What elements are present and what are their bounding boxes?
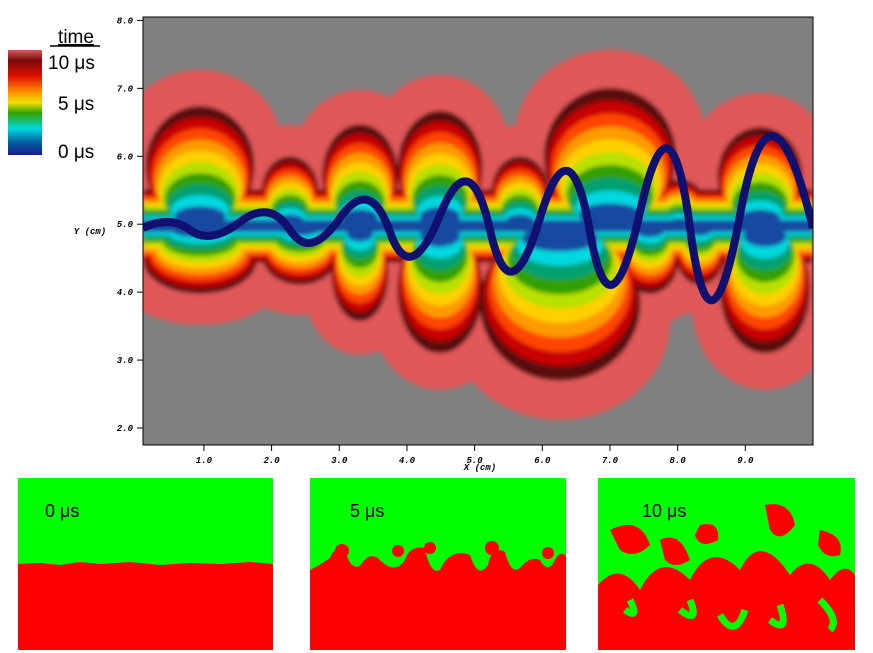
y-tick-label: 3.0 bbox=[117, 356, 134, 366]
blob bbox=[174, 206, 226, 226]
y-tick-label: 5.0 bbox=[117, 220, 134, 230]
colorbar-title: time bbox=[58, 27, 94, 48]
blob bbox=[506, 214, 534, 226]
x-tick-label: 7.0 bbox=[602, 456, 619, 466]
y-tick-label: 6.0 bbox=[117, 152, 134, 162]
y-axis-label: Y (cm) bbox=[74, 227, 106, 237]
x-tick-label: 9.0 bbox=[737, 456, 754, 466]
plot-frame bbox=[142, 16, 814, 446]
panel-label: 10 μs bbox=[642, 501, 686, 521]
blob bbox=[342, 209, 378, 226]
panel-label: 0 μs bbox=[45, 501, 79, 521]
y-tick-label: 7.0 bbox=[117, 84, 134, 94]
blob bbox=[578, 203, 642, 226]
field bbox=[143, 17, 813, 445]
panel: 10 μs bbox=[598, 478, 855, 650]
panel-label: 5 μs bbox=[350, 501, 384, 521]
x-axis-label: X (cm) bbox=[463, 463, 496, 473]
colorbar-label: 0 μs bbox=[58, 142, 94, 163]
colorbar bbox=[8, 50, 42, 155]
panel: 0 μs bbox=[18, 478, 273, 650]
center-line bbox=[143, 132, 813, 305]
y-tick-label: 4.0 bbox=[117, 288, 134, 298]
x-tick-label: 4.0 bbox=[399, 456, 416, 466]
colorbar-label: 5 μs bbox=[58, 94, 94, 115]
x-tick-label: 5.0 bbox=[467, 456, 484, 466]
panel: 5 μs bbox=[310, 478, 566, 650]
blob bbox=[636, 226, 664, 238]
y-tick-label: 8.0 bbox=[117, 16, 134, 26]
blob bbox=[743, 226, 787, 247]
x-tick-label: 8.0 bbox=[670, 456, 687, 466]
colorbar-label: 10 μs bbox=[48, 53, 95, 74]
x-tick-label: 1.0 bbox=[196, 456, 213, 466]
x-tick-label: 3.0 bbox=[331, 456, 348, 466]
x-tick-label: 2.0 bbox=[263, 456, 280, 466]
blob bbox=[521, 226, 599, 252]
y-tick-label: 2.0 bbox=[117, 424, 134, 434]
x-tick-label: 6.0 bbox=[534, 456, 551, 466]
blob bbox=[739, 209, 781, 226]
blob bbox=[346, 226, 374, 242]
